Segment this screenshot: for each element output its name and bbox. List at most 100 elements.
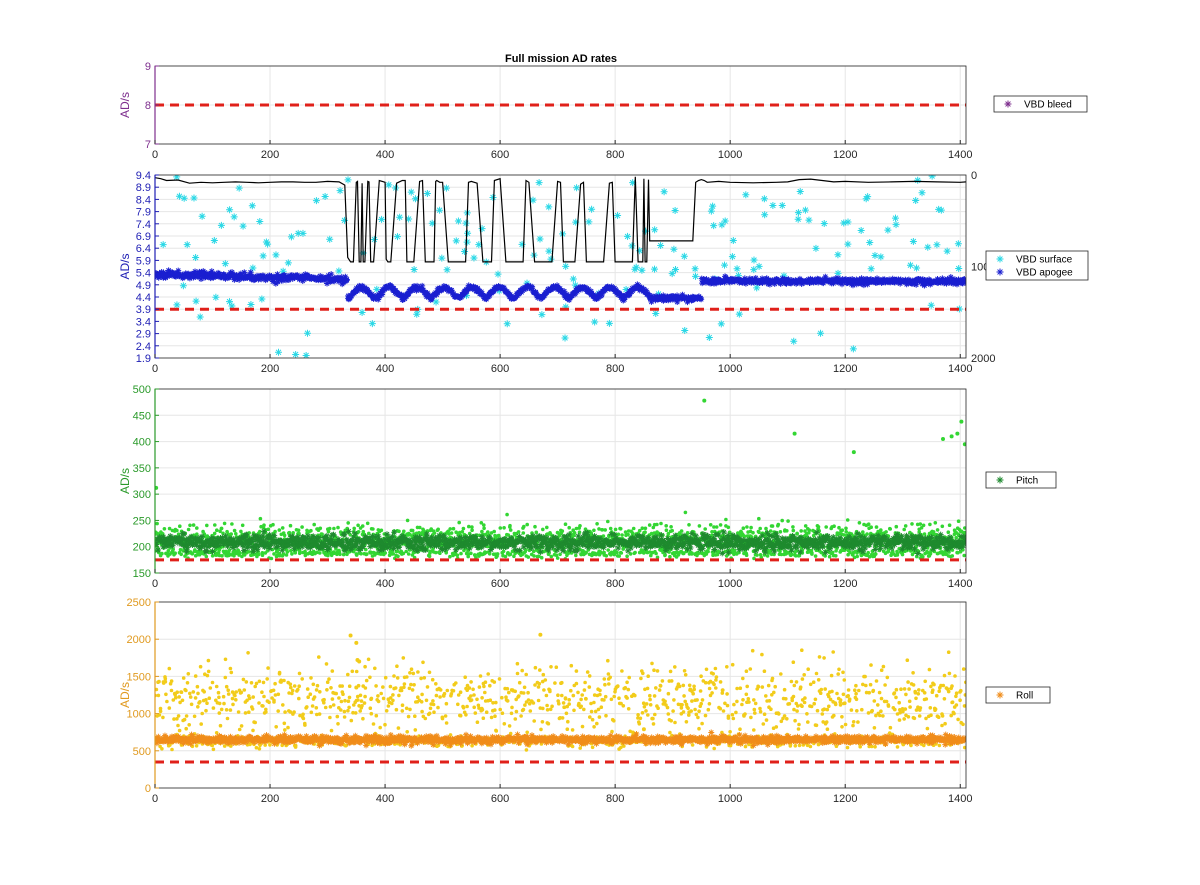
data-point — [466, 545, 473, 552]
data-point — [166, 539, 173, 546]
data-point — [449, 531, 454, 535]
data-point — [508, 552, 513, 556]
data-point — [615, 550, 619, 555]
data-point — [629, 287, 636, 294]
data-point — [480, 535, 487, 542]
data-point — [795, 539, 802, 546]
data-point — [832, 524, 836, 528]
y-axis-label: AD/s — [118, 253, 132, 279]
data-point — [928, 551, 933, 556]
data-point — [711, 553, 715, 557]
data-point — [359, 551, 363, 556]
data-point — [902, 276, 909, 283]
data-point — [915, 522, 920, 527]
data-point — [326, 553, 330, 558]
data-point — [450, 290, 457, 297]
outlier-point — [155, 485, 159, 490]
data-point — [279, 277, 286, 284]
data-point — [300, 534, 307, 541]
data-point — [383, 551, 388, 555]
data-point — [652, 533, 659, 540]
data-point — [395, 544, 402, 551]
data-point — [410, 528, 415, 533]
data-point — [160, 534, 167, 541]
data-point — [816, 535, 823, 542]
data-point — [475, 241, 483, 249]
legend-marker — [1004, 100, 1012, 108]
data-point — [801, 206, 809, 214]
data-point — [894, 524, 899, 529]
data-point — [780, 518, 784, 523]
data-point — [356, 530, 361, 534]
data-point — [228, 302, 236, 310]
data-point — [352, 530, 359, 537]
data-point — [543, 535, 550, 542]
data-point — [685, 531, 690, 535]
data-point — [935, 541, 942, 548]
y-tick-label: 200 — [133, 542, 151, 554]
data-point — [184, 544, 191, 551]
data-point — [262, 523, 266, 527]
data-point — [204, 554, 209, 559]
data-point — [427, 554, 432, 559]
data-point — [238, 539, 245, 546]
data-point — [341, 531, 348, 538]
data-point — [341, 547, 348, 554]
data-point — [230, 522, 234, 526]
y-tick-label: 5.9 — [136, 255, 151, 267]
y-tick-label: 9 — [145, 61, 151, 73]
data-point — [219, 534, 226, 541]
data-point — [219, 526, 224, 531]
data-point — [516, 530, 521, 534]
data-point — [462, 219, 470, 227]
data-point — [379, 289, 386, 296]
data-point — [473, 542, 480, 549]
data-point — [173, 551, 177, 555]
data-point — [580, 539, 587, 546]
data-point — [516, 533, 523, 540]
data-point — [260, 537, 267, 544]
data-point — [779, 552, 784, 557]
data-point — [340, 216, 348, 224]
data-point — [258, 516, 263, 521]
data-point — [344, 176, 352, 184]
data-point — [766, 281, 773, 288]
data-point — [510, 543, 517, 550]
data-point — [733, 538, 740, 545]
data-point — [266, 527, 271, 532]
data-point — [396, 213, 404, 221]
data-point — [414, 282, 421, 289]
data-point — [294, 534, 301, 541]
data-point — [922, 535, 929, 542]
data-point — [248, 202, 256, 210]
data-point — [418, 525, 422, 530]
data-point — [606, 548, 610, 552]
data-point — [545, 247, 553, 255]
data-point — [237, 270, 244, 277]
data-point — [413, 310, 421, 318]
data-point — [647, 542, 654, 549]
y2-tick-label: 0 — [971, 170, 977, 182]
data-point — [316, 534, 323, 541]
data-point — [521, 531, 526, 535]
data-point — [779, 535, 786, 542]
data-point — [494, 270, 502, 278]
data-point — [916, 532, 923, 539]
data-point — [288, 523, 293, 528]
data-point — [399, 539, 406, 546]
outlier-point — [940, 436, 945, 441]
data-point — [661, 538, 668, 545]
data-point — [155, 547, 161, 554]
data-point — [947, 523, 952, 527]
data-point — [198, 212, 206, 220]
data-point — [302, 351, 310, 358]
data-point — [188, 533, 195, 540]
data-point — [352, 526, 357, 531]
data-point — [245, 541, 252, 548]
y-tick-label: 8.9 — [136, 182, 151, 194]
data-point — [861, 535, 868, 542]
data-point — [606, 519, 610, 524]
data-point — [882, 543, 889, 550]
data-point — [565, 536, 572, 543]
data-point — [810, 552, 814, 556]
